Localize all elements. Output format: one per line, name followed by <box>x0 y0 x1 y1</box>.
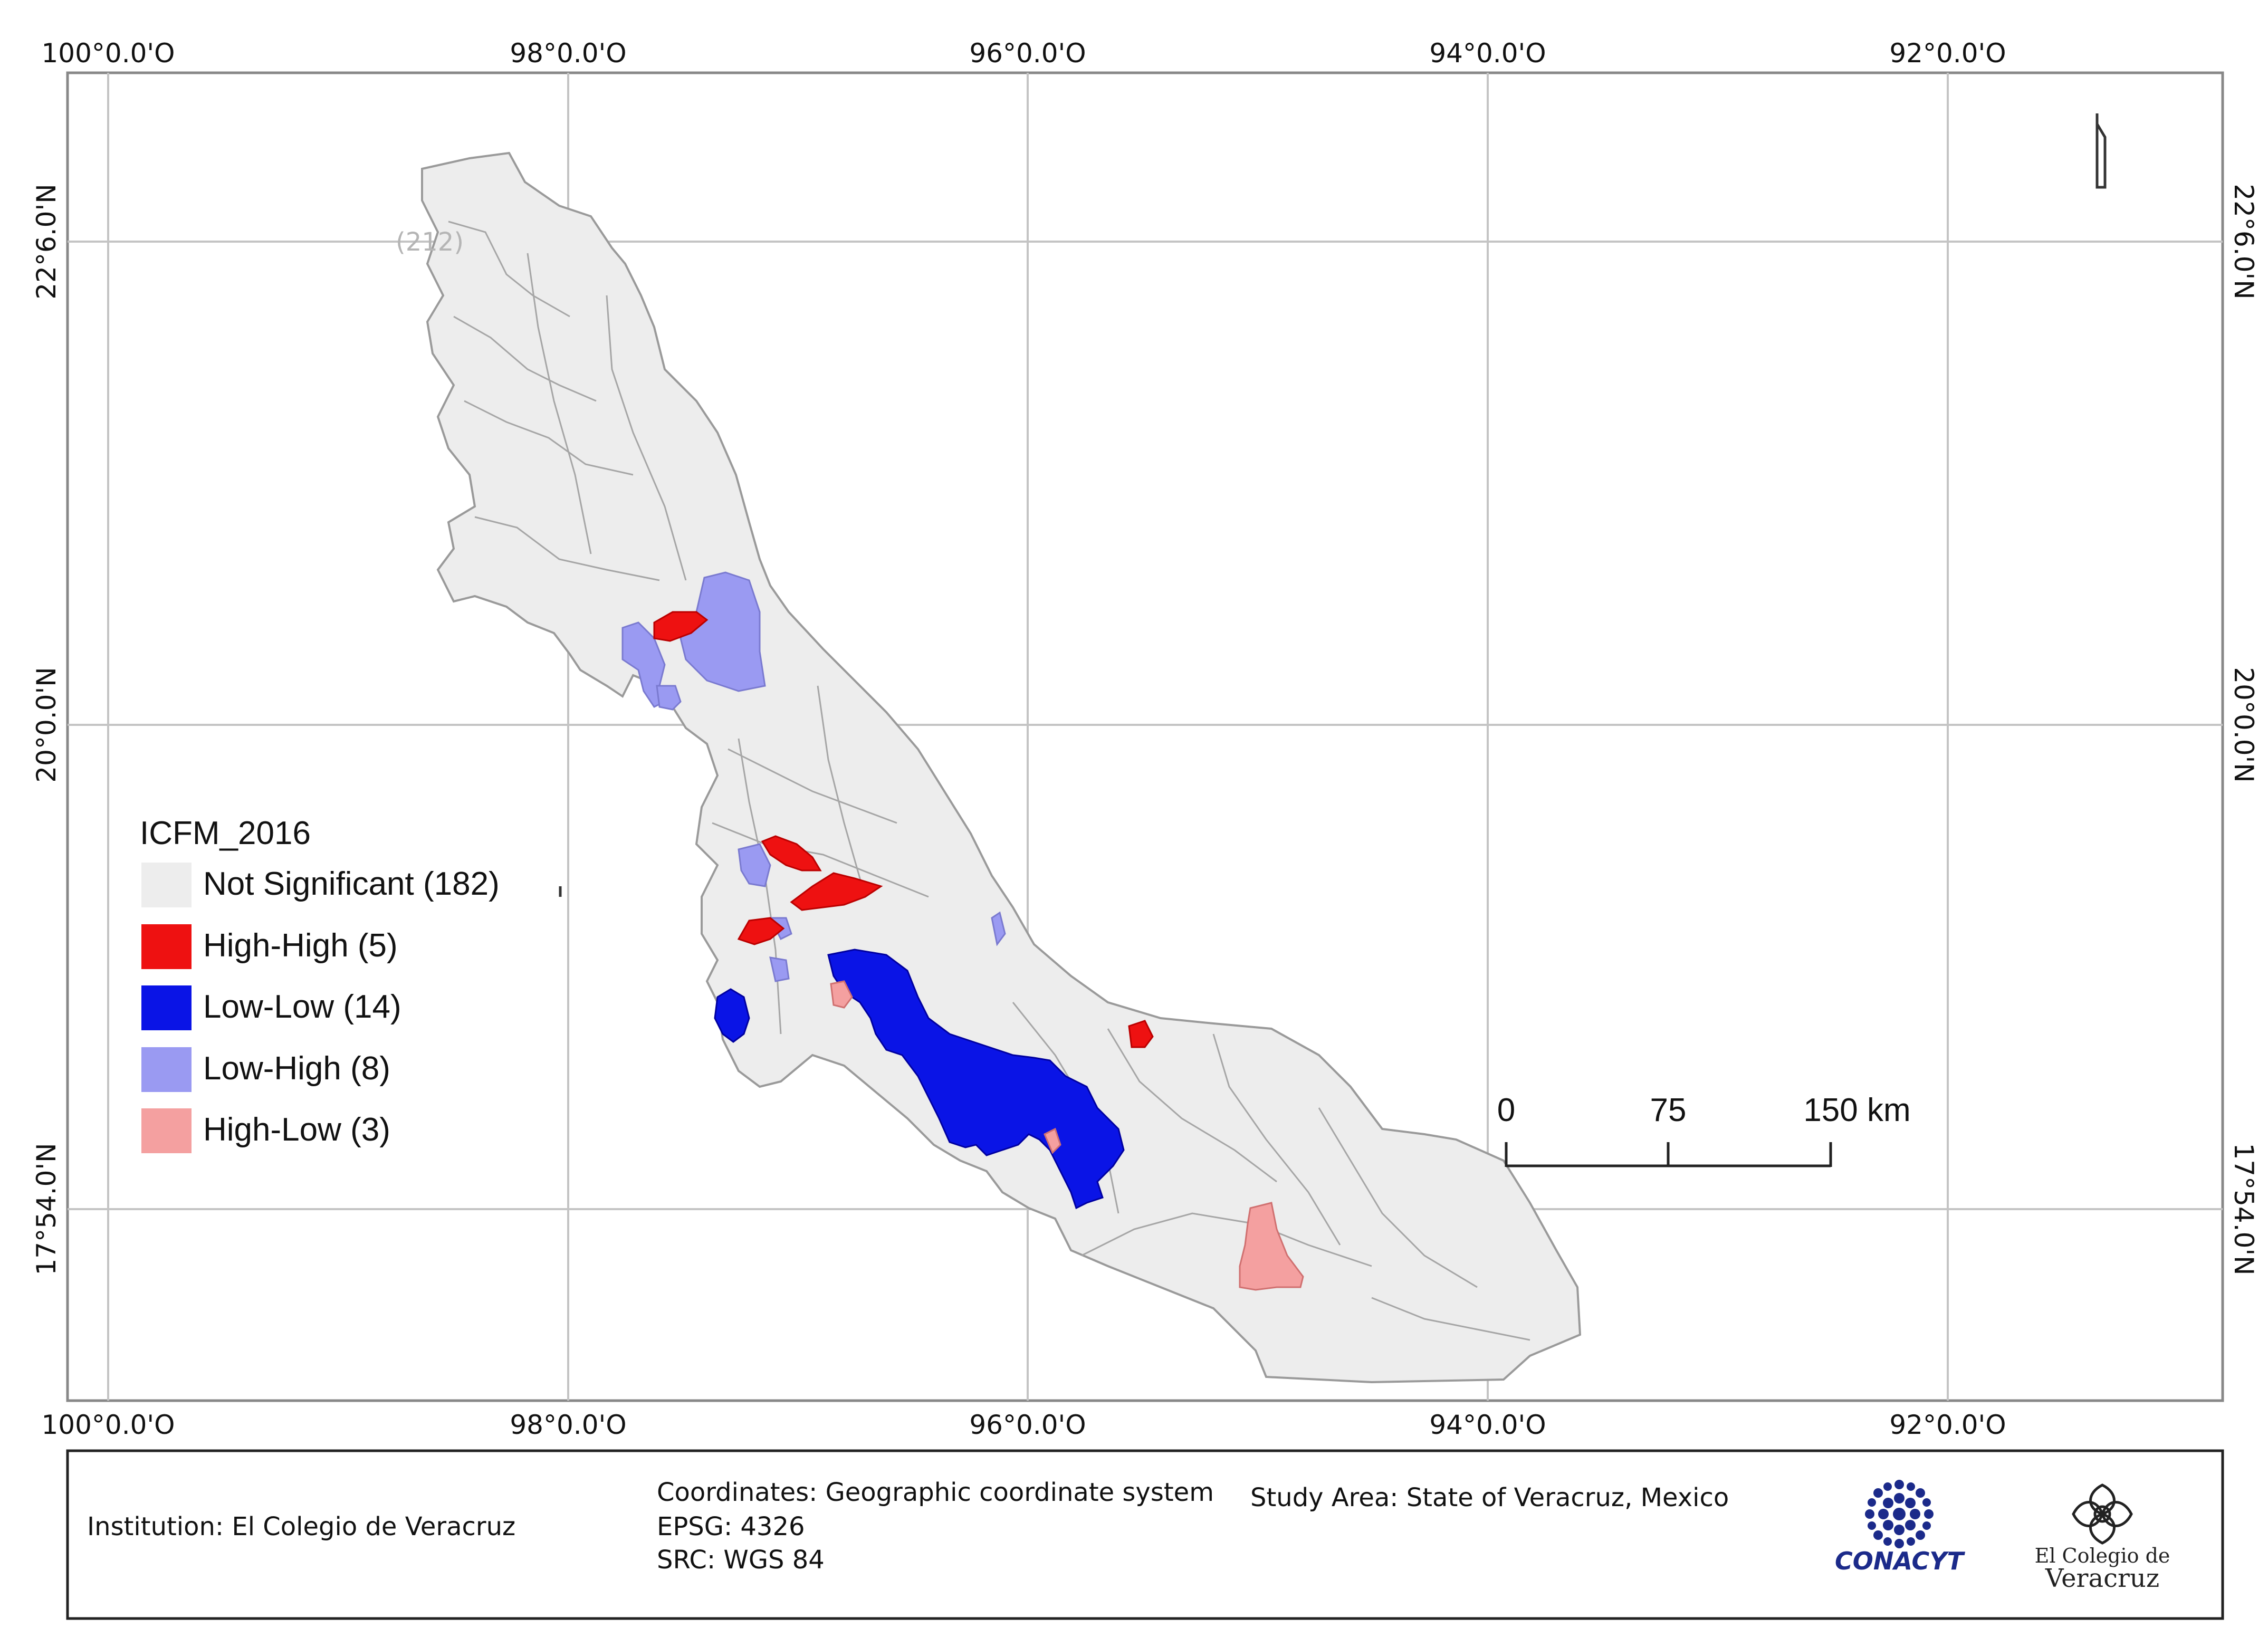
scale-label-150: 150 km <box>1803 1092 1910 1128</box>
colegio-veracruz-logo-icon: El Colegio de Veracruz <box>2035 1483 2170 1593</box>
legend-swatch-low-high <box>141 1047 192 1092</box>
lat-label-left-3: 17°54.0'N <box>31 1143 62 1275</box>
lon-label-bottom-2: 98°0.0'O <box>510 1410 626 1440</box>
lon-label-bottom-1: 100°0.0'O <box>41 1410 175 1440</box>
legend-title: ICFM_2016 <box>140 815 311 851</box>
institution-text: Institution: El Colegio de Veracruz <box>87 1512 515 1541</box>
lat-labels-right: 22°6.0'N 20°0.0'N 17°54.0'N <box>2228 184 2259 1275</box>
lon-label-top-5: 92°0.0'O <box>1889 38 2006 69</box>
lon-label-top-1: 100°0.0'O <box>41 38 175 69</box>
coordinates-line-3: SRC: WGS 84 <box>657 1545 825 1575</box>
lat-label-right-1: 22°6.0'N <box>2228 184 2259 299</box>
lat-labels-left: 22°6.0'N 20°0.0'N 17°54.0'N <box>31 184 62 1275</box>
lon-label-bottom-3: 96°0.0'O <box>969 1410 1086 1440</box>
legend-swatch-not-significant <box>141 863 192 907</box>
legend-swatch-low-low <box>141 985 192 1030</box>
legend-label-low-low: Low-Low (14) <box>203 989 401 1025</box>
legend-label-high-high: High-High (5) <box>203 927 398 964</box>
scale-bar: 0 75 150 km <box>1497 1092 1911 1167</box>
scale-label-0: 0 <box>1497 1092 1515 1128</box>
lat-label-left-1: 22°6.0'N <box>31 184 62 299</box>
lon-label-bottom-4: 94°0.0'O <box>1429 1410 1546 1440</box>
north-arrow-icon <box>2095 113 2107 189</box>
legend-label-high-low: High-Low (3) <box>203 1112 390 1148</box>
lon-labels-bottom: 100°0.0'O 98°0.0'O 96°0.0'O 94°0.0'O 92°… <box>41 1410 2006 1440</box>
legend-label-low-high: Low-High (8) <box>203 1050 390 1087</box>
cluster-high-high <box>653 611 1154 1048</box>
legend-swatch-high-low <box>141 1108 192 1153</box>
conacyt-logo-text: CONACYT <box>1835 1547 1966 1575</box>
coordinates-line-1: Coordinates: Geographic coordinate syste… <box>657 1478 1214 1507</box>
legend-label-not-significant: Not Significant (182) <box>203 866 500 902</box>
faint-highway-label: (212) <box>396 227 464 257</box>
legend: ICFM_2016 Not Significant (182) High-Hig… <box>140 815 500 1153</box>
colegio-logo-line-2: Veracruz <box>2045 1564 2159 1593</box>
scale-label-75: 75 <box>1650 1092 1687 1128</box>
coordinates-line-2: EPSG: 4326 <box>657 1512 805 1541</box>
study-area-text: Study Area: State of Veracruz, Mexico <box>1250 1483 1729 1512</box>
lon-label-bottom-5: 92°0.0'O <box>1889 1410 2006 1440</box>
cluster-high-low <box>830 980 1304 1291</box>
lat-label-right-2: 20°0.0'N <box>2228 667 2259 782</box>
state-veracruz-base <box>421 151 1582 1384</box>
lat-label-left-2: 20°0.0'N <box>31 667 62 782</box>
colegio-logo-line-1: El Colegio de <box>2035 1544 2170 1567</box>
conacyt-logo-icon: CONACYT <box>1835 1480 1966 1575</box>
lat-label-right-3: 17°54.0'N <box>2228 1143 2259 1275</box>
lon-label-top-2: 98°0.0'O <box>510 38 626 69</box>
lon-labels-top: 100°0.0'O 98°0.0'O 96°0.0'O 94°0.0'O 92°… <box>41 38 2006 69</box>
legend-swatch-high-high <box>141 924 192 969</box>
lon-label-top-3: 96°0.0'O <box>969 38 1086 69</box>
lon-label-top-4: 94°0.0'O <box>1429 38 1546 69</box>
info-panel <box>66 1449 2224 1620</box>
